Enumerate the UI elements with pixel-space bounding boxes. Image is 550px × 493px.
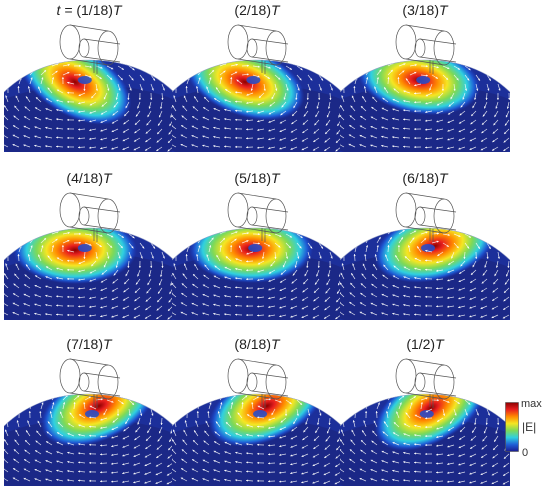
time-fraction: (1/2) [406, 336, 436, 352]
field-plot [4, 24, 174, 152]
field-plot [4, 358, 174, 486]
colorbar-gradient [505, 402, 519, 452]
probe-wireframe [395, 24, 457, 74]
period-symbol: T [112, 2, 122, 18]
panel-title: (3/18)T [340, 0, 510, 20]
panel-9: (1/2)T [340, 334, 510, 486]
panel-4: (4/18)T [4, 168, 174, 320]
time-fraction: (5/18) [234, 170, 271, 186]
panel-title: t = (1/18)T [4, 0, 174, 20]
period-symbol: T [271, 170, 280, 186]
probe-wireframe [59, 24, 121, 74]
field-plot [172, 24, 342, 152]
panel-3: (3/18)T [340, 0, 510, 152]
time-prefix: t = [56, 2, 77, 18]
panel-title: (5/18)T [172, 168, 342, 188]
colorbar-min-label: 0 [522, 447, 529, 459]
field-plot [340, 24, 510, 152]
probe-wireframe [395, 358, 457, 408]
period-symbol: T [271, 2, 280, 18]
probe-wireframe [395, 192, 457, 242]
colorbar-max-label: max [521, 398, 542, 410]
probe-wireframe [227, 24, 289, 74]
time-fraction: (4/18) [66, 170, 103, 186]
time-fraction: (8/18) [234, 336, 271, 352]
colorbar-quantity-label: |E| [522, 420, 537, 434]
panel-title: (7/18)T [4, 334, 174, 354]
time-fraction: (2/18) [234, 2, 271, 18]
field-plot [4, 192, 174, 320]
time-fraction: (6/18) [402, 170, 439, 186]
panel-title: (6/18)T [340, 168, 510, 188]
field-plot [172, 192, 342, 320]
period-symbol: T [103, 336, 112, 352]
panel-title: (8/18)T [172, 334, 342, 354]
probe-wireframe [59, 358, 121, 408]
field-plot [172, 358, 342, 486]
period-symbol: T [103, 170, 112, 186]
panel-title: (2/18)T [172, 0, 342, 20]
field-plot [340, 358, 510, 486]
probe-wireframe [227, 192, 289, 242]
panel-1: t = (1/18)T [4, 0, 174, 152]
panel-title: (1/2)T [340, 334, 510, 354]
period-symbol: T [439, 170, 448, 186]
period-symbol: T [439, 2, 448, 18]
panel-6: (6/18)T [340, 168, 510, 320]
panel-title: (4/18)T [4, 168, 174, 188]
time-fraction: (3/18) [402, 2, 439, 18]
period-symbol: T [435, 336, 444, 352]
panel-2: (2/18)T [172, 0, 342, 152]
panel-7: (7/18)T [4, 334, 174, 486]
panel-8: (8/18)T [172, 334, 342, 486]
colorbar [505, 402, 519, 452]
period-symbol: T [271, 336, 280, 352]
time-fraction: (7/18) [66, 336, 103, 352]
probe-wireframe [59, 192, 121, 242]
panel-5: (5/18)T [172, 168, 342, 320]
time-fraction: (1/18) [76, 2, 113, 18]
probe-wireframe [227, 358, 289, 408]
field-plot [340, 192, 510, 320]
